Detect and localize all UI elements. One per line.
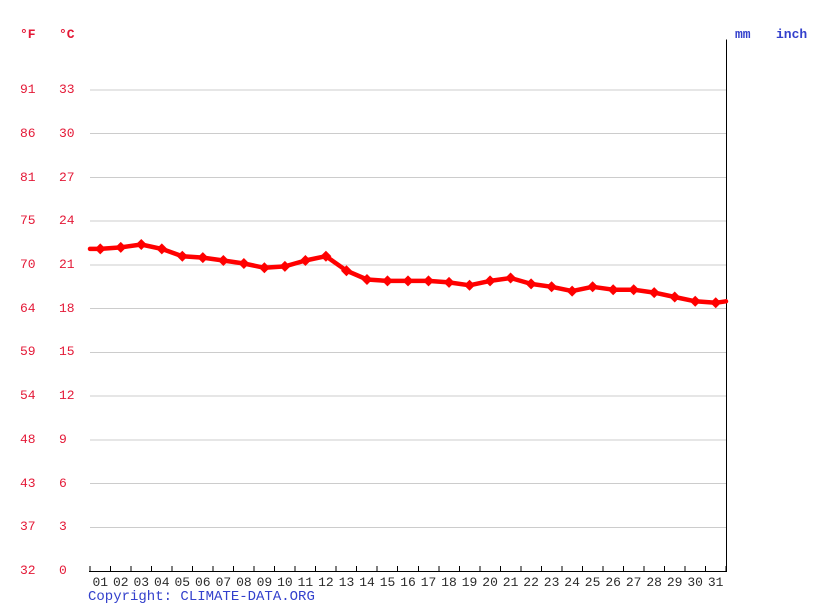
day-tick-label: 07 — [215, 575, 232, 590]
temperature-point — [443, 276, 455, 288]
temperature-point — [197, 252, 209, 264]
temperature-point — [648, 287, 660, 299]
day-tick-label: 12 — [318, 575, 334, 590]
temperature-point — [402, 275, 414, 287]
temperature-point — [156, 243, 168, 255]
temperature-point — [587, 281, 599, 293]
celsius-tick-label: 9 — [59, 431, 67, 447]
celsius-tick-label: 15 — [59, 344, 75, 360]
fahrenheit-tick-label: 86 — [20, 125, 36, 141]
day-tick-label: 20 — [482, 575, 498, 590]
climate-data-org-link[interactable]: CLIMATE-DATA.ORG — [180, 589, 315, 605]
day-tick-label: 27 — [625, 575, 642, 590]
temperature-point — [710, 297, 722, 309]
day-tick-label: 04 — [153, 575, 170, 590]
day-tick-label: 01 — [92, 575, 109, 590]
day-tick-label: 16 — [400, 575, 416, 590]
day-tick-label: 11 — [297, 575, 314, 590]
day-tick-label: 05 — [174, 575, 191, 590]
day-tick-label: 19 — [461, 575, 478, 590]
temperature-point — [320, 250, 332, 262]
copyright: Copyright: CLIMATE-DATA.ORG — [88, 589, 315, 605]
day-tick-label: 08 — [236, 575, 252, 590]
fahrenheit-tick-label: 81 — [20, 169, 36, 185]
celsius-tick-label: 3 — [59, 519, 67, 535]
temperature-point — [689, 295, 701, 307]
day-tick-label: 23 — [543, 575, 560, 590]
celsius-tick-label: 30 — [59, 125, 75, 141]
day-tick-label: 15 — [379, 575, 396, 590]
day-tick-label: 14 — [359, 575, 375, 590]
temperature-point — [115, 241, 127, 253]
temperature-point — [669, 291, 681, 303]
day-tick-label: 17 — [420, 575, 437, 590]
day-tick-label: 30 — [687, 575, 703, 590]
celsius-tick-label: 21 — [59, 256, 75, 272]
celsius-axis-header: °C — [59, 27, 75, 42]
fahrenheit-tick-label: 64 — [20, 300, 36, 316]
temperature-point — [628, 284, 640, 296]
temperature-point — [382, 275, 393, 287]
day-tick-label: 18 — [441, 575, 457, 590]
celsius-tick-label: 12 — [59, 388, 75, 404]
fahrenheit-tick-label: 54 — [20, 388, 36, 404]
fahrenheit-tick-label: 75 — [20, 213, 36, 229]
temperature-point — [279, 260, 291, 272]
temperature-point — [546, 281, 558, 293]
temperature-point — [94, 243, 106, 255]
temperature-point — [135, 239, 147, 250]
day-tick-label: 29 — [666, 575, 683, 590]
temperature-point — [484, 275, 496, 287]
celsius-tick-label: 24 — [59, 213, 75, 229]
day-tick-label: 10 — [277, 575, 293, 590]
day-tick-label: 28 — [646, 575, 662, 590]
fahrenheit-axis-header: °F — [20, 27, 36, 42]
fahrenheit-tick-label: 32 — [20, 563, 36, 578]
temperature-line — [87, 242, 729, 306]
day-tick-label: 13 — [338, 575, 355, 590]
day-tick-label: 24 — [564, 575, 580, 590]
copyright-prefix: Copyright: — [88, 589, 181, 605]
day-tick-label: 09 — [256, 575, 273, 590]
temperature-point — [505, 272, 517, 284]
temperature-point — [607, 284, 619, 296]
temperature-point — [217, 255, 229, 266]
inch-axis-header: inch — [776, 27, 808, 42]
temperature-point — [566, 285, 578, 297]
temperature-point — [525, 278, 537, 290]
celsius-tick-label: 18 — [59, 300, 75, 316]
mm-axis-header: mm — [735, 27, 751, 42]
fahrenheit-tick-label: 37 — [20, 519, 36, 535]
day-tick-label: 25 — [584, 575, 601, 590]
temperature-point — [176, 250, 188, 262]
celsius-tick-label: 27 — [59, 169, 75, 185]
temperature-point — [258, 262, 270, 274]
celsius-tick-label: 0 — [59, 563, 67, 578]
temperature-point — [464, 279, 475, 291]
temperature-point — [299, 255, 311, 266]
temperature-point — [423, 275, 434, 287]
temperature-point — [238, 258, 250, 269]
temperature-point — [341, 265, 352, 277]
day-tick-label: 26 — [605, 575, 621, 590]
day-tick-label: 22 — [523, 575, 539, 590]
fahrenheit-tick-label: 48 — [20, 431, 36, 447]
fahrenheit-tick-label: 59 — [20, 344, 36, 360]
day-tick-label: 03 — [133, 575, 150, 590]
fahrenheit-tick-label: 91 — [20, 82, 36, 97]
day-tick-label: 06 — [194, 575, 211, 590]
day-tick-label: 31 — [707, 575, 724, 590]
temperature-point — [361, 274, 373, 285]
celsius-tick-label: 6 — [59, 475, 67, 491]
day-tick-label: 02 — [112, 575, 129, 590]
fahrenheit-tick-label: 70 — [20, 256, 36, 272]
celsius-tick-label: 33 — [59, 82, 75, 97]
day-tick-label: 21 — [502, 575, 519, 590]
fahrenheit-tick-label: 43 — [20, 475, 36, 491]
